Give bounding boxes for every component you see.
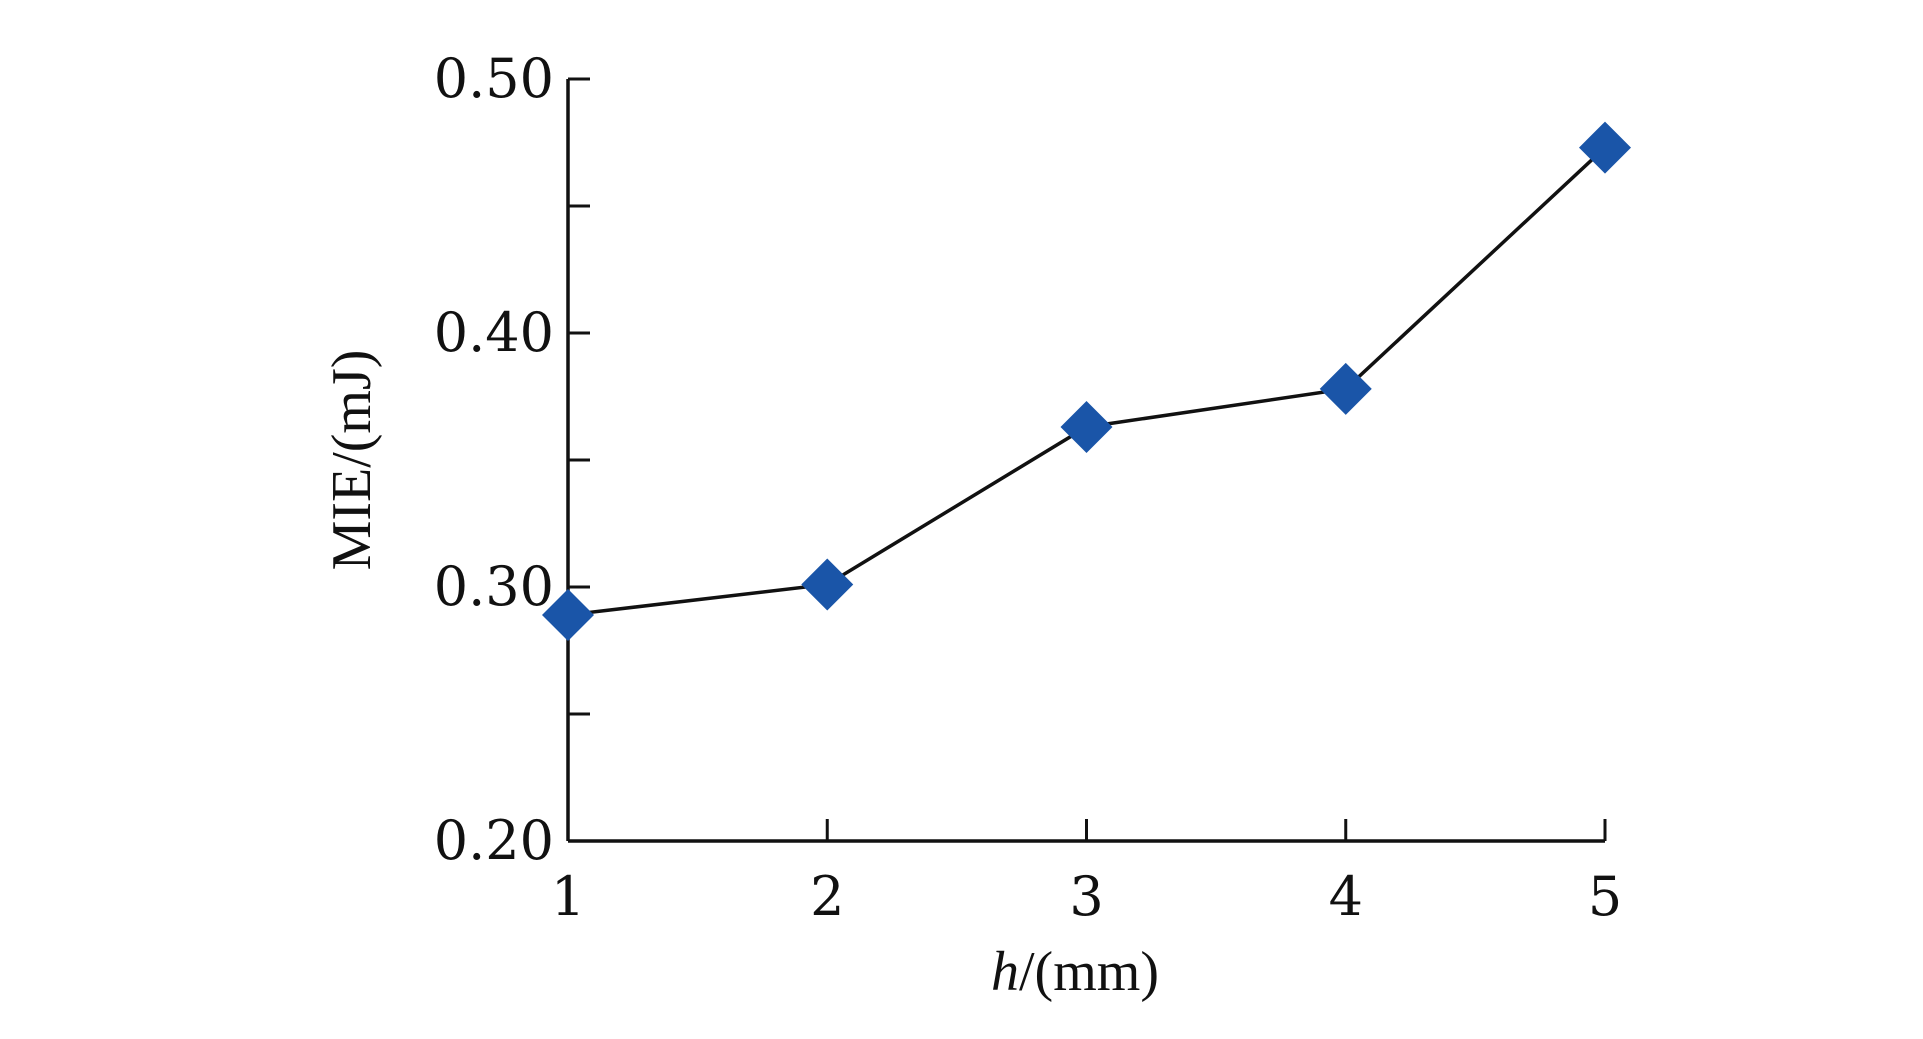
data-point-diamond — [1319, 362, 1372, 415]
x-tick-label: 1 — [551, 865, 585, 928]
data-series — [542, 121, 1631, 641]
x-tick-label: 2 — [810, 865, 844, 928]
series-line — [567, 146, 1607, 617]
y-tick-label: 0.30 — [434, 555, 554, 618]
y-tick-label: 0.40 — [434, 301, 554, 364]
y-ticks: 0.20 0.30 0.40 0.50 — [434, 47, 590, 872]
data-point-diamond — [1579, 121, 1631, 174]
data-point-diamond — [1060, 400, 1113, 453]
x-tick-label: 5 — [1588, 865, 1622, 928]
y-axis-title: MIE/(mJ) — [321, 350, 383, 571]
x-axis-title: h/(mm) — [991, 941, 1159, 1003]
data-point-diamond — [542, 588, 594, 641]
x-ticks: 1 2 3 4 5 — [551, 819, 1622, 928]
y-tick-label: 0.20 — [434, 809, 554, 872]
y-tick-label: 0.50 — [434, 47, 554, 110]
x-axis-variable: h — [991, 941, 1019, 1003]
data-point-diamond — [801, 558, 854, 611]
x-tick-label: 4 — [1329, 865, 1363, 928]
x-axis-unit: /(mm) — [1019, 941, 1159, 1003]
x-tick-label: 3 — [1069, 865, 1103, 928]
